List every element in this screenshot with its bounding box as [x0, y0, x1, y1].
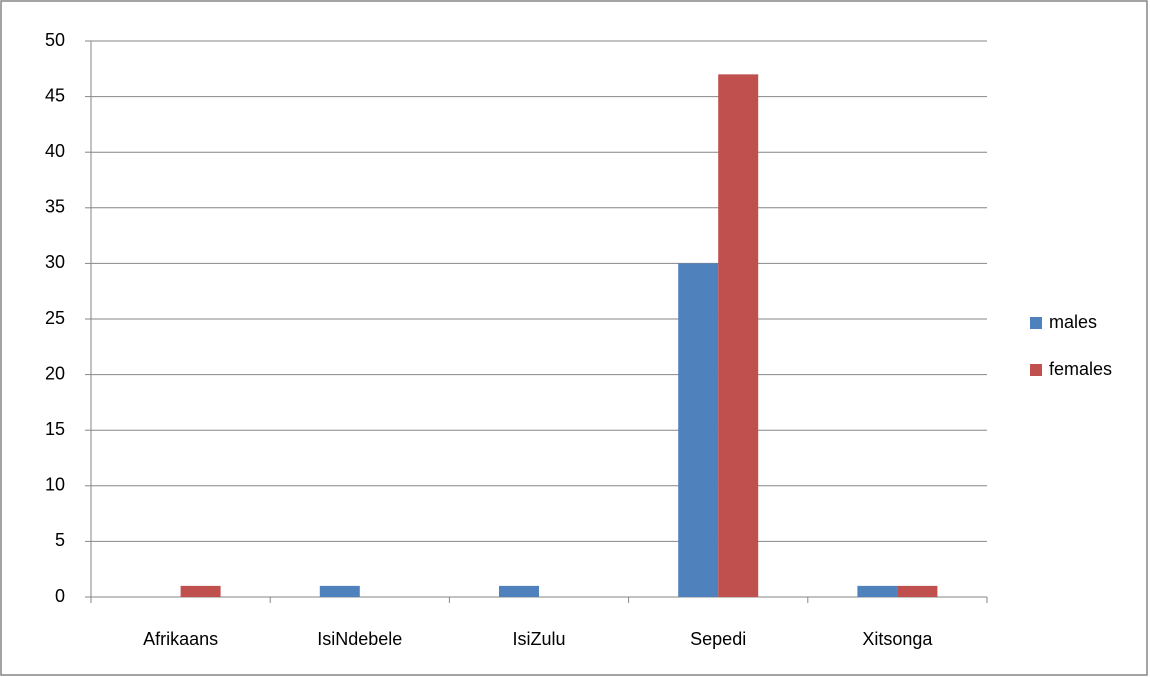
legend-label: females [1049, 359, 1112, 379]
y-tick-label: 5 [55, 530, 65, 550]
x-tick-label: IsiZulu [512, 629, 565, 649]
x-tick-label: Afrikaans [143, 629, 218, 649]
y-tick-label: 25 [45, 308, 65, 328]
y-tick-label: 40 [45, 141, 65, 161]
x-tick-label: Sepedi [690, 629, 746, 649]
bar [180, 585, 221, 597]
y-tick-label: 10 [45, 475, 65, 495]
bar [718, 74, 759, 598]
bar [319, 585, 360, 597]
legend-swatch [1030, 364, 1042, 376]
bar [678, 263, 719, 597]
bar [499, 585, 539, 597]
legend-swatch [1030, 317, 1042, 329]
y-tick-label: 45 [45, 85, 65, 105]
y-tick-label: 35 [45, 197, 65, 217]
y-tick-label: 50 [45, 30, 65, 50]
y-tick-label: 30 [45, 252, 65, 272]
y-tick-label: 0 [55, 586, 65, 606]
y-tick-label: 20 [45, 363, 65, 383]
x-tick-label: IsiNdebele [317, 629, 402, 649]
bar [897, 585, 938, 597]
legend-label: males [1049, 312, 1097, 332]
y-tick-label: 15 [45, 419, 65, 439]
bar [857, 585, 898, 597]
x-tick-label: Xitsonga [862, 629, 933, 649]
